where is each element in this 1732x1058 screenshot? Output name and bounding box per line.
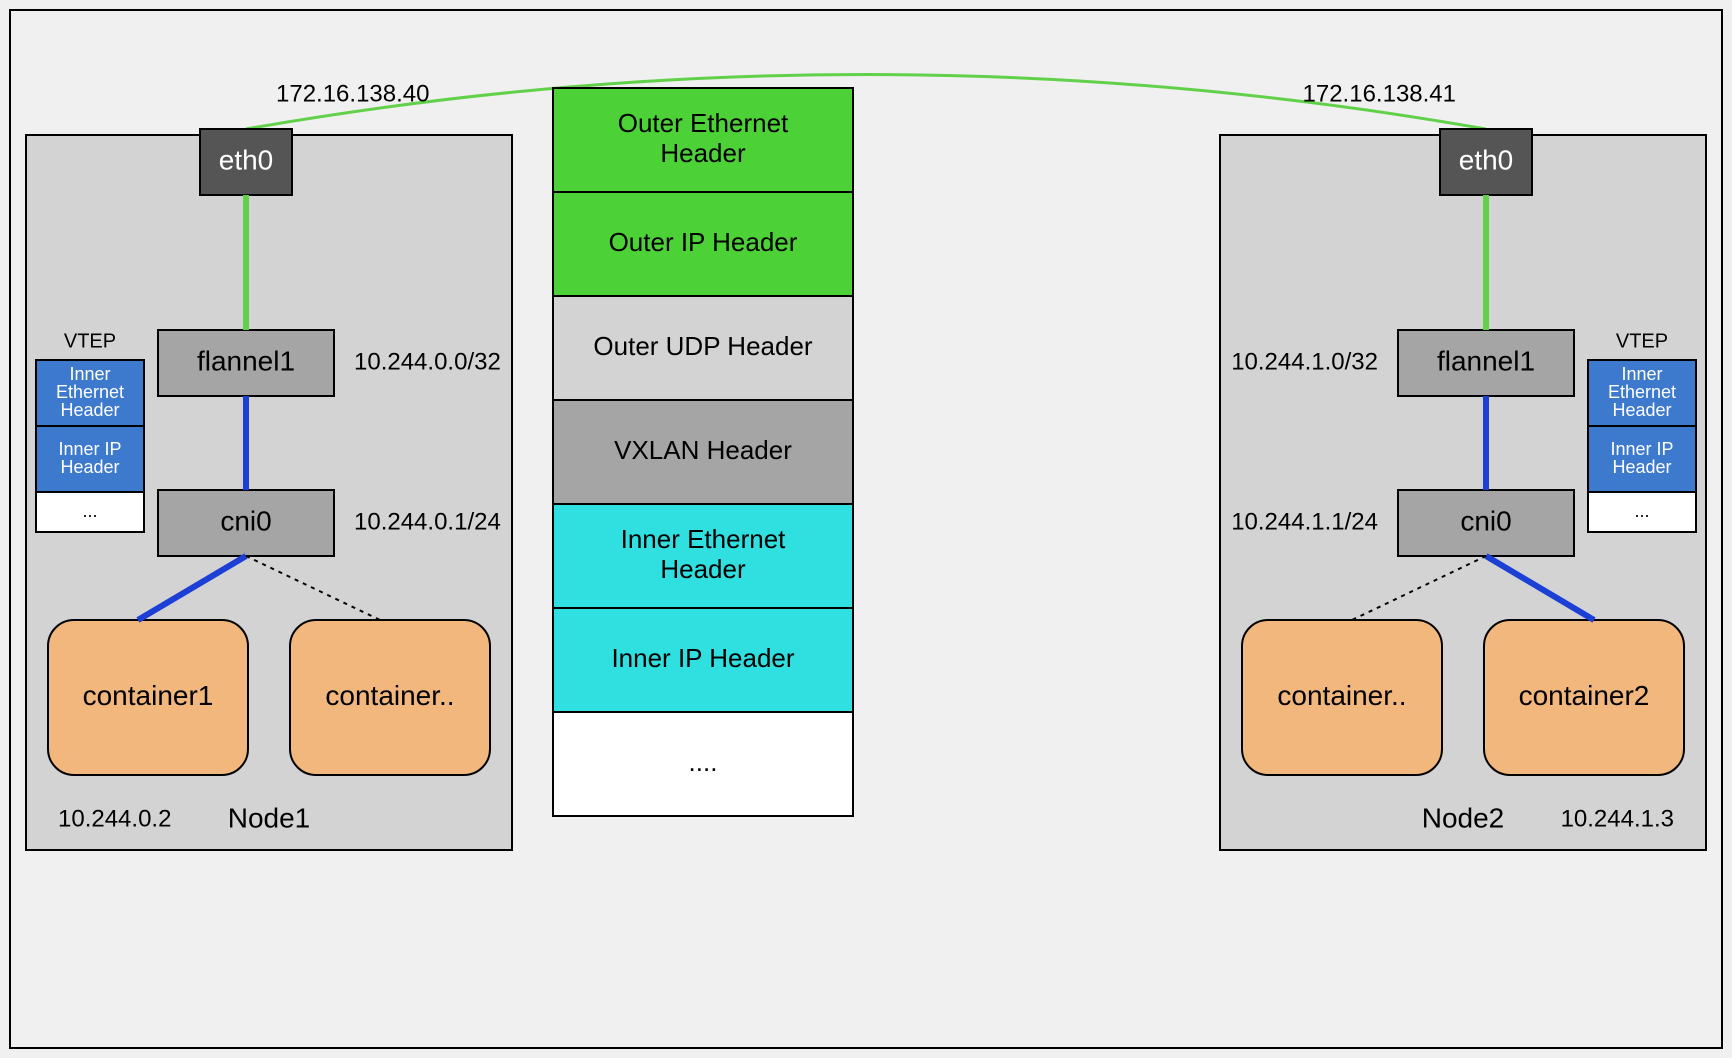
svg-text:eth0: eth0 — [1459, 144, 1514, 175]
svg-text:10.244.1.0/32: 10.244.1.0/32 — [1231, 348, 1378, 375]
svg-text:flannel1: flannel1 — [197, 345, 295, 376]
eth-ip: 172.16.138.40 — [276, 80, 429, 107]
packet-row-label: Inner IP Header — [611, 643, 794, 673]
svg-text:...: ... — [82, 501, 97, 521]
svg-text:flannel1: flannel1 — [1437, 345, 1535, 376]
svg-text:container1: container1 — [83, 680, 214, 711]
eth-ip: 172.16.138.41 — [1303, 80, 1456, 107]
svg-text:...: ... — [1634, 501, 1649, 521]
svg-text:container..: container.. — [1277, 680, 1406, 711]
svg-text:10.244.0.1/24: 10.244.0.1/24 — [354, 508, 501, 535]
packet-row-label: VXLAN Header — [614, 435, 792, 465]
node-title: Node2 — [1422, 802, 1505, 833]
svg-text:Inner IPHeader: Inner IPHeader — [1610, 439, 1673, 477]
svg-text:cni0: cni0 — [1460, 505, 1511, 536]
svg-text:eth0: eth0 — [219, 144, 274, 175]
packet-row-label: Outer UDP Header — [593, 331, 813, 361]
vtep-caption: VTEP — [64, 330, 116, 352]
svg-text:10.244.0.2: 10.244.0.2 — [58, 805, 171, 832]
node-title: Node1 — [228, 802, 311, 833]
svg-text:10.244.0.0/32: 10.244.0.0/32 — [354, 348, 501, 375]
svg-text:10.244.1.3: 10.244.1.3 — [1561, 805, 1674, 832]
svg-text:container2: container2 — [1519, 680, 1650, 711]
packet-row-label: Outer IP Header — [609, 227, 798, 257]
vtep-caption: VTEP — [1616, 330, 1668, 352]
packet-row-label: .... — [689, 747, 718, 777]
svg-text:container..: container.. — [325, 680, 454, 711]
svg-text:cni0: cni0 — [220, 505, 271, 536]
svg-text:Inner IPHeader: Inner IPHeader — [58, 439, 121, 477]
svg-text:10.244.1.1/24: 10.244.1.1/24 — [1231, 508, 1378, 535]
